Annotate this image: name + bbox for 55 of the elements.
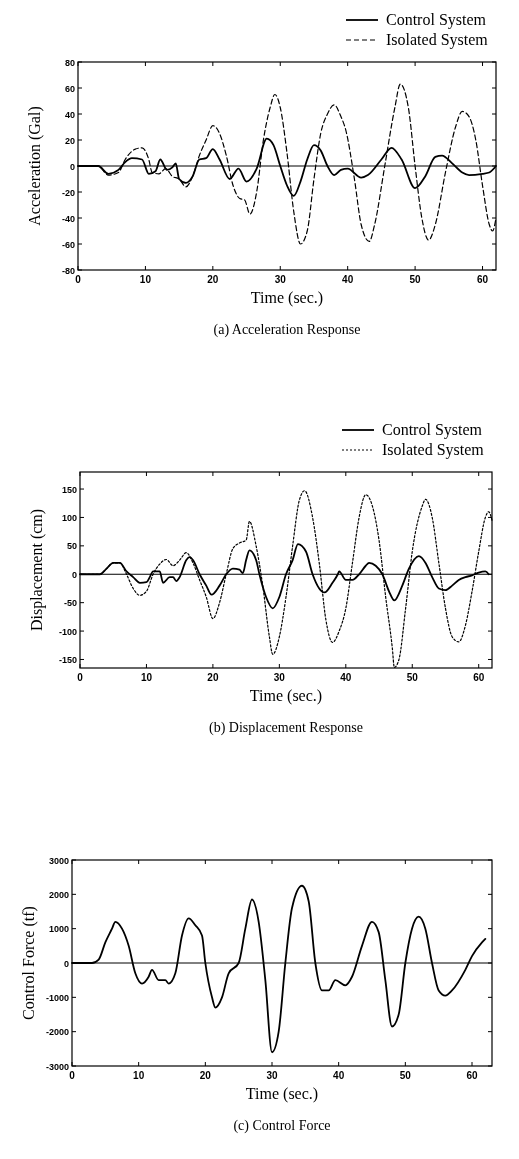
x-tick-label: 30 — [274, 274, 287, 285]
y-axis-title: Displacement (cm) — [28, 508, 46, 632]
y-tick-label: -150 — [58, 654, 77, 665]
x-tick-label: 50 — [406, 672, 419, 683]
y-tick-label: 0 — [63, 958, 69, 969]
x-axis-title: Time (sec.) — [245, 1085, 319, 1103]
x-tick-label: 60 — [466, 1070, 478, 1081]
y-tick-label: 80 — [64, 57, 75, 68]
x-tick-label: 30 — [273, 672, 286, 683]
x-tick-label: 10 — [133, 1070, 145, 1081]
x-tick-label: 20 — [199, 1070, 212, 1081]
x-axis-title: Time (sec.) — [250, 289, 324, 307]
x-tick-label: 30 — [266, 1070, 278, 1081]
legend-label: Control System — [386, 11, 487, 29]
x-tick-label: 50 — [399, 1070, 412, 1081]
x-tick-label: 50 — [409, 274, 422, 285]
x-tick-label: 60 — [473, 672, 485, 683]
y-tick-label: -50 — [63, 598, 77, 609]
x-tick-label: 60 — [476, 274, 489, 285]
legend-label: Isolated System — [382, 441, 485, 459]
legend-label: Control System — [382, 421, 483, 439]
text: (c) Control Force — [233, 1118, 331, 1134]
y-axis-title: Acceleration (Gal) — [26, 106, 44, 226]
x-tick-label: 10 — [140, 672, 153, 683]
y-tick-label: 60 — [64, 83, 75, 94]
y-tick-label: -20 — [61, 187, 75, 198]
y-tick-label: 20 — [64, 135, 75, 146]
x-tick-label: 0 — [77, 672, 84, 683]
y-tick-label: 1000 — [48, 924, 69, 935]
y-tick-label: 100 — [61, 512, 77, 523]
x-tick-label: 10 — [139, 274, 152, 285]
y-tick-label: -2000 — [45, 1027, 69, 1038]
y-tick-label: -80 — [61, 265, 75, 276]
y-tick-label: 3000 — [48, 855, 69, 866]
text: (a) Acceleration Response — [213, 322, 361, 338]
y-tick-label: -1000 — [45, 992, 69, 1003]
x-tick-label: 40 — [333, 1070, 345, 1081]
text: (b) Displacement Response — [209, 720, 363, 736]
y-tick-label: 0 — [69, 161, 75, 172]
y-tick-label: -60 — [61, 239, 75, 250]
x-tick-label: 40 — [342, 274, 354, 285]
y-tick-label: 150 — [61, 484, 77, 495]
y-tick-label: 0 — [71, 569, 77, 580]
y-tick-label: -40 — [61, 213, 75, 224]
y-tick-label: 40 — [64, 109, 75, 120]
legend-label: Isolated System — [386, 31, 489, 49]
x-tick-label: 20 — [207, 672, 219, 683]
y-tick-label: -3000 — [45, 1061, 69, 1072]
y-tick-label: -100 — [58, 626, 77, 637]
x-axis-title: Time (sec.) — [249, 687, 323, 705]
x-tick-label: 40 — [340, 672, 352, 683]
y-tick-label: 50 — [66, 541, 77, 552]
x-tick-label: 20 — [207, 274, 219, 285]
y-tick-label: 2000 — [48, 889, 69, 900]
y-axis-title: Control Force (tf) — [20, 906, 38, 1020]
